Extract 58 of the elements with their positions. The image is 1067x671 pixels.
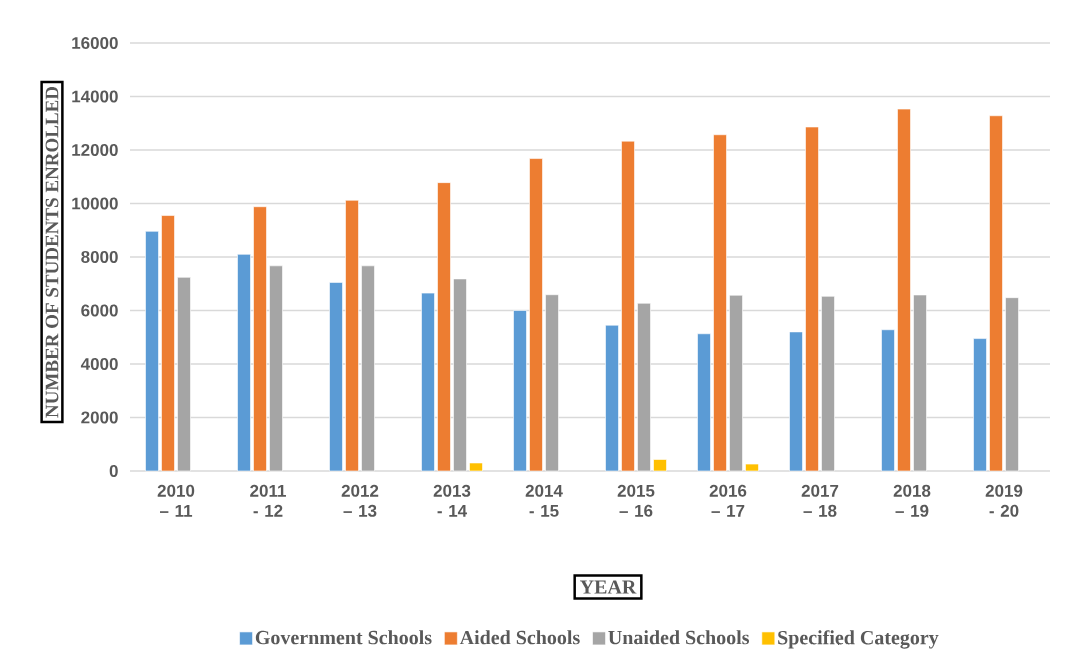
bar bbox=[145, 231, 159, 472]
bar bbox=[697, 333, 711, 472]
legend-label: Unaided Schools bbox=[608, 630, 750, 645]
y-tick-label: 2000 bbox=[81, 411, 118, 424]
x-tick-label: 2019 - 20 bbox=[985, 484, 1023, 517]
x-tick-label: 2013 - 14 bbox=[433, 484, 471, 517]
bar bbox=[453, 278, 467, 472]
bar bbox=[653, 459, 667, 472]
bar bbox=[637, 302, 651, 472]
bar bbox=[253, 206, 267, 472]
y-tick-label: 14000 bbox=[72, 90, 118, 103]
bar bbox=[513, 310, 527, 472]
x-tick-label: 2016 – 17 bbox=[709, 484, 747, 517]
y-tick-label: 8000 bbox=[81, 250, 118, 264]
bar bbox=[161, 215, 175, 472]
bar bbox=[437, 182, 451, 472]
bar bbox=[821, 296, 835, 472]
bar bbox=[545, 294, 559, 472]
x-tick-label: 2010 – 11 bbox=[157, 484, 195, 517]
legend-label: Specified Category bbox=[778, 630, 939, 649]
bar bbox=[789, 331, 803, 472]
bar bbox=[421, 292, 435, 472]
y-tick-label: 4000 bbox=[80, 357, 118, 371]
y-tick-label: 10000 bbox=[72, 197, 118, 210]
bar bbox=[1005, 297, 1019, 472]
bar bbox=[269, 265, 283, 472]
y-tick-label: 0 bbox=[109, 464, 118, 478]
bar bbox=[897, 108, 911, 472]
bar bbox=[621, 140, 635, 472]
x-tick-label: 2015 – 16 bbox=[617, 484, 655, 517]
x-tick-label: 2014 - 15 bbox=[525, 484, 563, 517]
x-tick-label: 2011 - 12 bbox=[250, 484, 286, 517]
y-tick-label: 6000 bbox=[81, 304, 118, 317]
bar bbox=[177, 277, 191, 472]
x-tick-label: 2018 – 19 bbox=[893, 484, 931, 517]
y-tick-label: 16000 bbox=[72, 36, 118, 50]
y-axis-title: NUMBER OF STUDENTS ENROLLED bbox=[45, 86, 59, 418]
bar bbox=[973, 338, 987, 472]
bar bbox=[529, 158, 543, 472]
x-tick-label: 2017 – 18 bbox=[801, 484, 839, 517]
y-tick-label: 12000 bbox=[72, 143, 118, 157]
legend-label: Aided Schools bbox=[459, 630, 580, 645]
bar bbox=[805, 126, 819, 472]
bar bbox=[469, 462, 483, 472]
bar bbox=[361, 265, 375, 472]
bar bbox=[345, 199, 359, 472]
legend-label: Government Schools bbox=[255, 630, 432, 645]
bar bbox=[237, 254, 251, 472]
bar bbox=[989, 115, 1003, 472]
x-tick-label: 2012 – 13 bbox=[341, 484, 379, 517]
bar bbox=[913, 294, 927, 472]
bar bbox=[881, 329, 895, 472]
bar bbox=[605, 324, 619, 472]
bar bbox=[729, 294, 743, 472]
x-axis-title: YEAR bbox=[580, 580, 637, 594]
bar bbox=[745, 463, 759, 472]
bar bbox=[329, 282, 343, 472]
bar bbox=[713, 134, 727, 472]
